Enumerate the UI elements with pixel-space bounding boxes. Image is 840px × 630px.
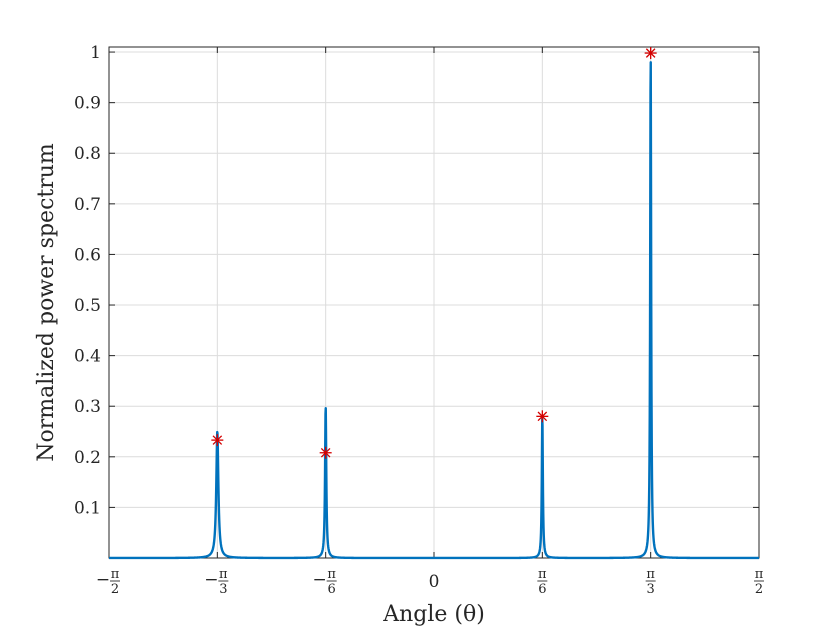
peak-marker: [644, 47, 657, 60]
y-tick-label: 0.1: [74, 498, 101, 518]
x-axis-label: Angle (θ): [382, 602, 485, 627]
x-tick-label: π3: [645, 567, 656, 597]
y-tick-label: 0.5: [74, 296, 101, 316]
x-tick-label-denominator: 2: [111, 582, 119, 597]
x-tick-label-numerator: π: [219, 567, 228, 582]
y-tick-label: 0.4: [74, 347, 101, 367]
y-tick-label: 0.6: [74, 245, 101, 265]
x-tick-label-denominator: 3: [647, 582, 655, 597]
peak-markers: [211, 47, 657, 459]
x-tick-label: − π3: [204, 567, 229, 597]
x-tick-label: π2: [754, 567, 764, 597]
series-line: [108, 61, 760, 560]
x-tick-label: 0: [429, 572, 440, 592]
x-tick-label-sign: −: [96, 570, 110, 590]
x-tick-label: π6: [537, 567, 548, 597]
peak-marker: [319, 446, 332, 459]
x-tick-label-numerator: π: [646, 567, 655, 582]
y-tick-labels: 0.1 0.2 0.3 0.4 0.5 0.6 0.7 0.8 0.9 1: [74, 43, 101, 518]
x-tick-label-sign: −: [313, 570, 327, 590]
x-tick-label-denominator: 3: [219, 582, 227, 597]
y-tick-label: 1: [90, 43, 101, 63]
x-tick-label-denominator: 2: [755, 582, 763, 597]
x-tick-label-denominator: 6: [538, 582, 546, 597]
x-tick-label-numerator: π: [327, 567, 336, 582]
y-tick-label: 0.7: [74, 195, 101, 215]
peak-marker: [536, 410, 549, 423]
x-tick-label: − π6: [313, 567, 337, 597]
x-tick-label-sign: −: [204, 570, 218, 590]
x-tick-label-denominator: 6: [328, 582, 336, 597]
y-axis-label: Normalized power spectrum: [34, 143, 59, 462]
x-tick-label-numerator: π: [111, 567, 120, 582]
y-tick-label: 0.2: [74, 448, 101, 468]
x-tick-label-numerator: π: [538, 567, 547, 582]
peak-marker: [211, 434, 224, 447]
y-tick-label: 0.3: [74, 397, 101, 417]
x-tick-label: − π2: [96, 567, 120, 597]
x-tick-label-text: 0: [429, 572, 440, 592]
y-tick-label: 0.8: [74, 144, 101, 164]
grid: [108, 47, 760, 558]
x-tick-label-numerator: π: [755, 567, 764, 582]
y-tick-label: 0.9: [74, 94, 101, 114]
